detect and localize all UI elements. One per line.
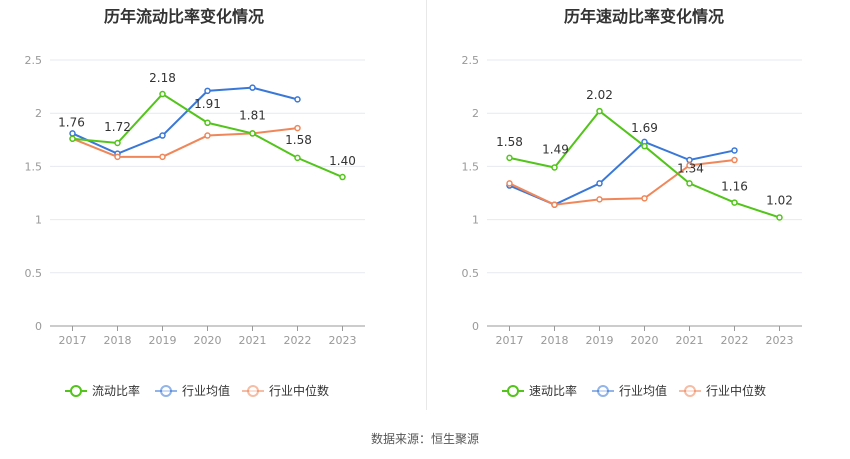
data-label: 1.69 <box>631 121 658 135</box>
y-tick-label: 0.5 <box>25 267 43 280</box>
legend-marker <box>507 385 519 397</box>
x-tick-label: 2020 <box>194 334 222 347</box>
data-label: 1.81 <box>239 108 266 122</box>
data-point-1 <box>249 84 256 91</box>
legend-marker <box>597 385 609 397</box>
x-tick-label: 2018 <box>104 334 132 347</box>
data-point-0 <box>159 90 166 98</box>
x-tick-label: 2021 <box>239 334 267 347</box>
data-point-1 <box>596 180 603 187</box>
legend-label: 行业均值 <box>619 383 667 398</box>
legend-item-2: 行业中位数 <box>242 383 329 398</box>
legend-item-2: 行业中位数 <box>679 383 766 398</box>
data-point-0 <box>114 139 121 147</box>
data-point-2 <box>159 153 166 161</box>
legend-item-1: 行业均值 <box>155 383 230 398</box>
chart-title-current-ratio: 历年流动比率变化情况 <box>103 7 264 26</box>
series-line-2 <box>509 159 735 206</box>
data-point-1 <box>294 96 301 103</box>
current-ratio-chart: 0 0.5 1 1.5 2 2.5 2017 2018 2019 2020 2021 2022 2023… <box>25 54 365 398</box>
data-point-2 <box>596 196 603 203</box>
data-label: 1.16 <box>721 180 748 194</box>
data-label: 1.76 <box>58 116 85 130</box>
data-point-2 <box>204 132 211 139</box>
data-label: 1.34 <box>677 161 704 175</box>
y-tick-label: 2 <box>35 107 42 120</box>
data-point-1 <box>731 147 738 154</box>
x-tick-label: 2023 <box>329 334 357 347</box>
legend-label: 流动比率 <box>92 383 140 398</box>
data-point-0 <box>294 154 301 162</box>
data-label: 1.91 <box>194 97 221 111</box>
data-point-2 <box>686 162 693 169</box>
data-label: 1.58 <box>496 135 523 149</box>
data-point-0 <box>204 119 211 127</box>
chart-title-quick-ratio: 历年速动比率变化情况 <box>563 7 724 26</box>
legend-item-1: 行业均值 <box>592 383 667 398</box>
y-tick-label: 1 <box>35 214 42 227</box>
legend-marker <box>70 385 82 397</box>
y-tick-label: 2.5 <box>462 54 480 67</box>
x-tick-label: 2019 <box>149 334 177 347</box>
data-point-2 <box>551 201 558 208</box>
legend-marker <box>160 385 172 397</box>
data-point-2 <box>294 124 301 132</box>
data-label: 1.58 <box>285 133 312 147</box>
data-point-2 <box>506 180 513 187</box>
data-point-0 <box>551 164 558 171</box>
data-point-0 <box>506 154 513 162</box>
series-line-2 <box>72 127 298 158</box>
x-tick-label: 2022 <box>284 334 312 347</box>
x-tick-label: 2023 <box>766 334 794 347</box>
x-tick-label: 2017 <box>496 334 524 347</box>
y-tick-label: 0 <box>472 320 479 333</box>
panel-divider <box>426 0 427 410</box>
x-tick-label: 2018 <box>541 334 569 347</box>
data-point-0 <box>686 180 693 187</box>
data-label: 1.02 <box>766 193 793 207</box>
data-label: 1.40 <box>329 154 356 168</box>
y-tick-label: 1 <box>472 214 479 227</box>
data-point-2 <box>731 156 738 164</box>
data-point-0 <box>776 214 783 221</box>
data-point-1 <box>204 87 211 95</box>
data-point-0 <box>69 135 76 142</box>
x-tick-label: 2020 <box>631 334 659 347</box>
data-point-0 <box>596 107 603 115</box>
y-tick-label: 2.5 <box>25 54 43 67</box>
data-label: 2.18 <box>149 71 176 85</box>
data-label: 1.49 <box>542 142 569 156</box>
data-point-0 <box>641 142 648 150</box>
series-line-1 <box>72 86 298 155</box>
y-tick-label: 1.5 <box>25 160 43 173</box>
legend-label: 行业中位数 <box>706 383 766 398</box>
data-point-1 <box>159 132 166 139</box>
legend-marker <box>247 385 259 397</box>
y-tick-label: 0.5 <box>462 267 480 280</box>
legend-item-0: 速动比率 <box>502 383 577 398</box>
data-point-0 <box>731 199 738 206</box>
x-tick-label: 2022 <box>721 334 749 347</box>
data-label: 2.02 <box>586 88 613 102</box>
y-tick-label: 1.5 <box>462 160 480 173</box>
legend-label: 行业中位数 <box>269 383 329 398</box>
legend-item-0: 流动比率 <box>65 383 140 398</box>
data-point-0 <box>339 173 346 181</box>
data-point-2 <box>114 153 121 161</box>
x-tick-label: 2021 <box>676 334 704 347</box>
legend-label: 速动比率 <box>529 383 577 398</box>
y-tick-label: 0 <box>35 320 42 333</box>
legend-marker <box>684 385 696 397</box>
quick-ratio-chart: 0 0.5 1 1.5 2 2.5 2017 2018 2019 2020 2021 2022 2023… <box>462 54 802 398</box>
legend-label: 行业均值 <box>182 383 230 398</box>
x-tick-label: 2019 <box>586 334 614 347</box>
data-point-2 <box>641 195 648 202</box>
data-point-0 <box>249 130 256 137</box>
y-tick-label: 2 <box>472 107 479 120</box>
data-source-note: 数据来源：恒生聚源 <box>370 432 479 446</box>
x-tick-label: 2017 <box>59 334 87 347</box>
data-label: 1.72 <box>104 120 131 134</box>
